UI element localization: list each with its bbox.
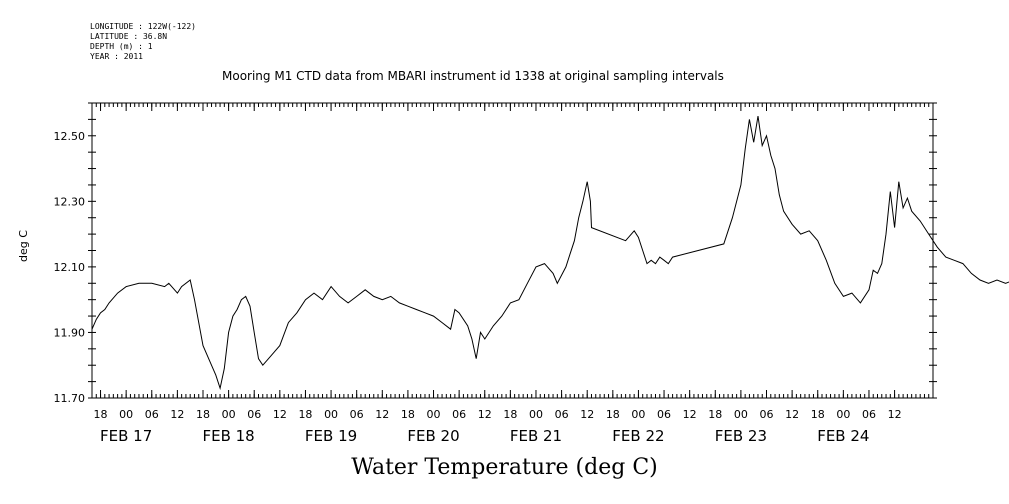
chart-title: Mooring M1 CTD data from MBARI instrumen… [222,69,724,83]
longitude-label: LONGITUDE : 122W(-122) [90,22,196,31]
x-tick-label: 00 [734,408,748,421]
x-tick-label: 06 [862,408,876,421]
x-tick-label: 18 [811,408,825,421]
x-tick-label: 06 [350,408,364,421]
x-tick-label: 12 [170,408,184,421]
x-day-label: FEB 17 [100,427,152,445]
x-tick-label: 18 [401,408,415,421]
x-tick-label: 00 [222,408,236,421]
x-tick-label: 00 [427,408,441,421]
x-day-label: FEB 24 [817,427,869,445]
y-tick-label: 12.50 [54,130,86,143]
x-tick-label: 06 [247,408,261,421]
x-day-label: FEB 20 [407,427,459,445]
x-tick-label: 00 [836,408,850,421]
x-tick-label: 18 [708,408,722,421]
x-tick-label: 06 [145,408,159,421]
x-day-label: FEB 21 [510,427,562,445]
y-tick-label: 11.70 [54,392,86,405]
x-tick-label: 06 [657,408,671,421]
y-tick-label: 12.10 [54,261,86,274]
y-axis: 11.70 11.90 12.10 12.30 12.50 [54,102,937,405]
x-axis: 18 00 06 12 18 00 06 12 18 00 06 12 18 00 06 12 18 00 06 12… [94,103,902,445]
minor-ticks [91,103,934,398]
x-tick-label: 06 [555,408,569,421]
x-tick-label: 00 [119,408,133,421]
metadata-block: LONGITUDE : 122W(-122) LATITUDE : 36.8N … [90,22,196,62]
x-tick-label: 00 [631,408,645,421]
x-tick-label: 12 [785,408,799,421]
x-tick-label: 18 [94,408,108,421]
x-tick-label: 06 [760,408,774,421]
x-tick-label: 12 [580,408,594,421]
x-tick-label: 12 [888,408,902,421]
x-tick-label: 06 [452,408,466,421]
x-tick-label: 18 [503,408,517,421]
x-tick-label: 18 [606,408,620,421]
x-tick-label: 12 [273,408,287,421]
y-tick-label: 12.30 [54,195,86,208]
y-tick-label: 11.90 [54,326,86,339]
plot-frame [91,102,934,399]
x-tick-label: 12 [478,408,492,421]
x-axis-label: Water Temperature (deg C) [351,455,658,480]
x-day-label: FEB 18 [202,427,254,445]
x-day-label: FEB 22 [612,427,664,445]
x-tick-label: 12 [683,408,697,421]
x-tick-label: 12 [375,408,389,421]
x-day-label: FEB 23 [715,427,767,445]
x-tick-label: 00 [324,408,338,421]
year-label: YEAR : 2011 [90,52,143,61]
x-tick-label: 18 [298,408,312,421]
x-tick-label: 00 [529,408,543,421]
x-tick-label: 18 [196,408,210,421]
depth-label: DEPTH (m) : 1 [90,42,153,51]
series-line-water-temperature [91,116,1009,391]
x-day-label: FEB 19 [305,427,357,445]
latitude-label: LATITUDE : 36.8N [90,32,168,41]
